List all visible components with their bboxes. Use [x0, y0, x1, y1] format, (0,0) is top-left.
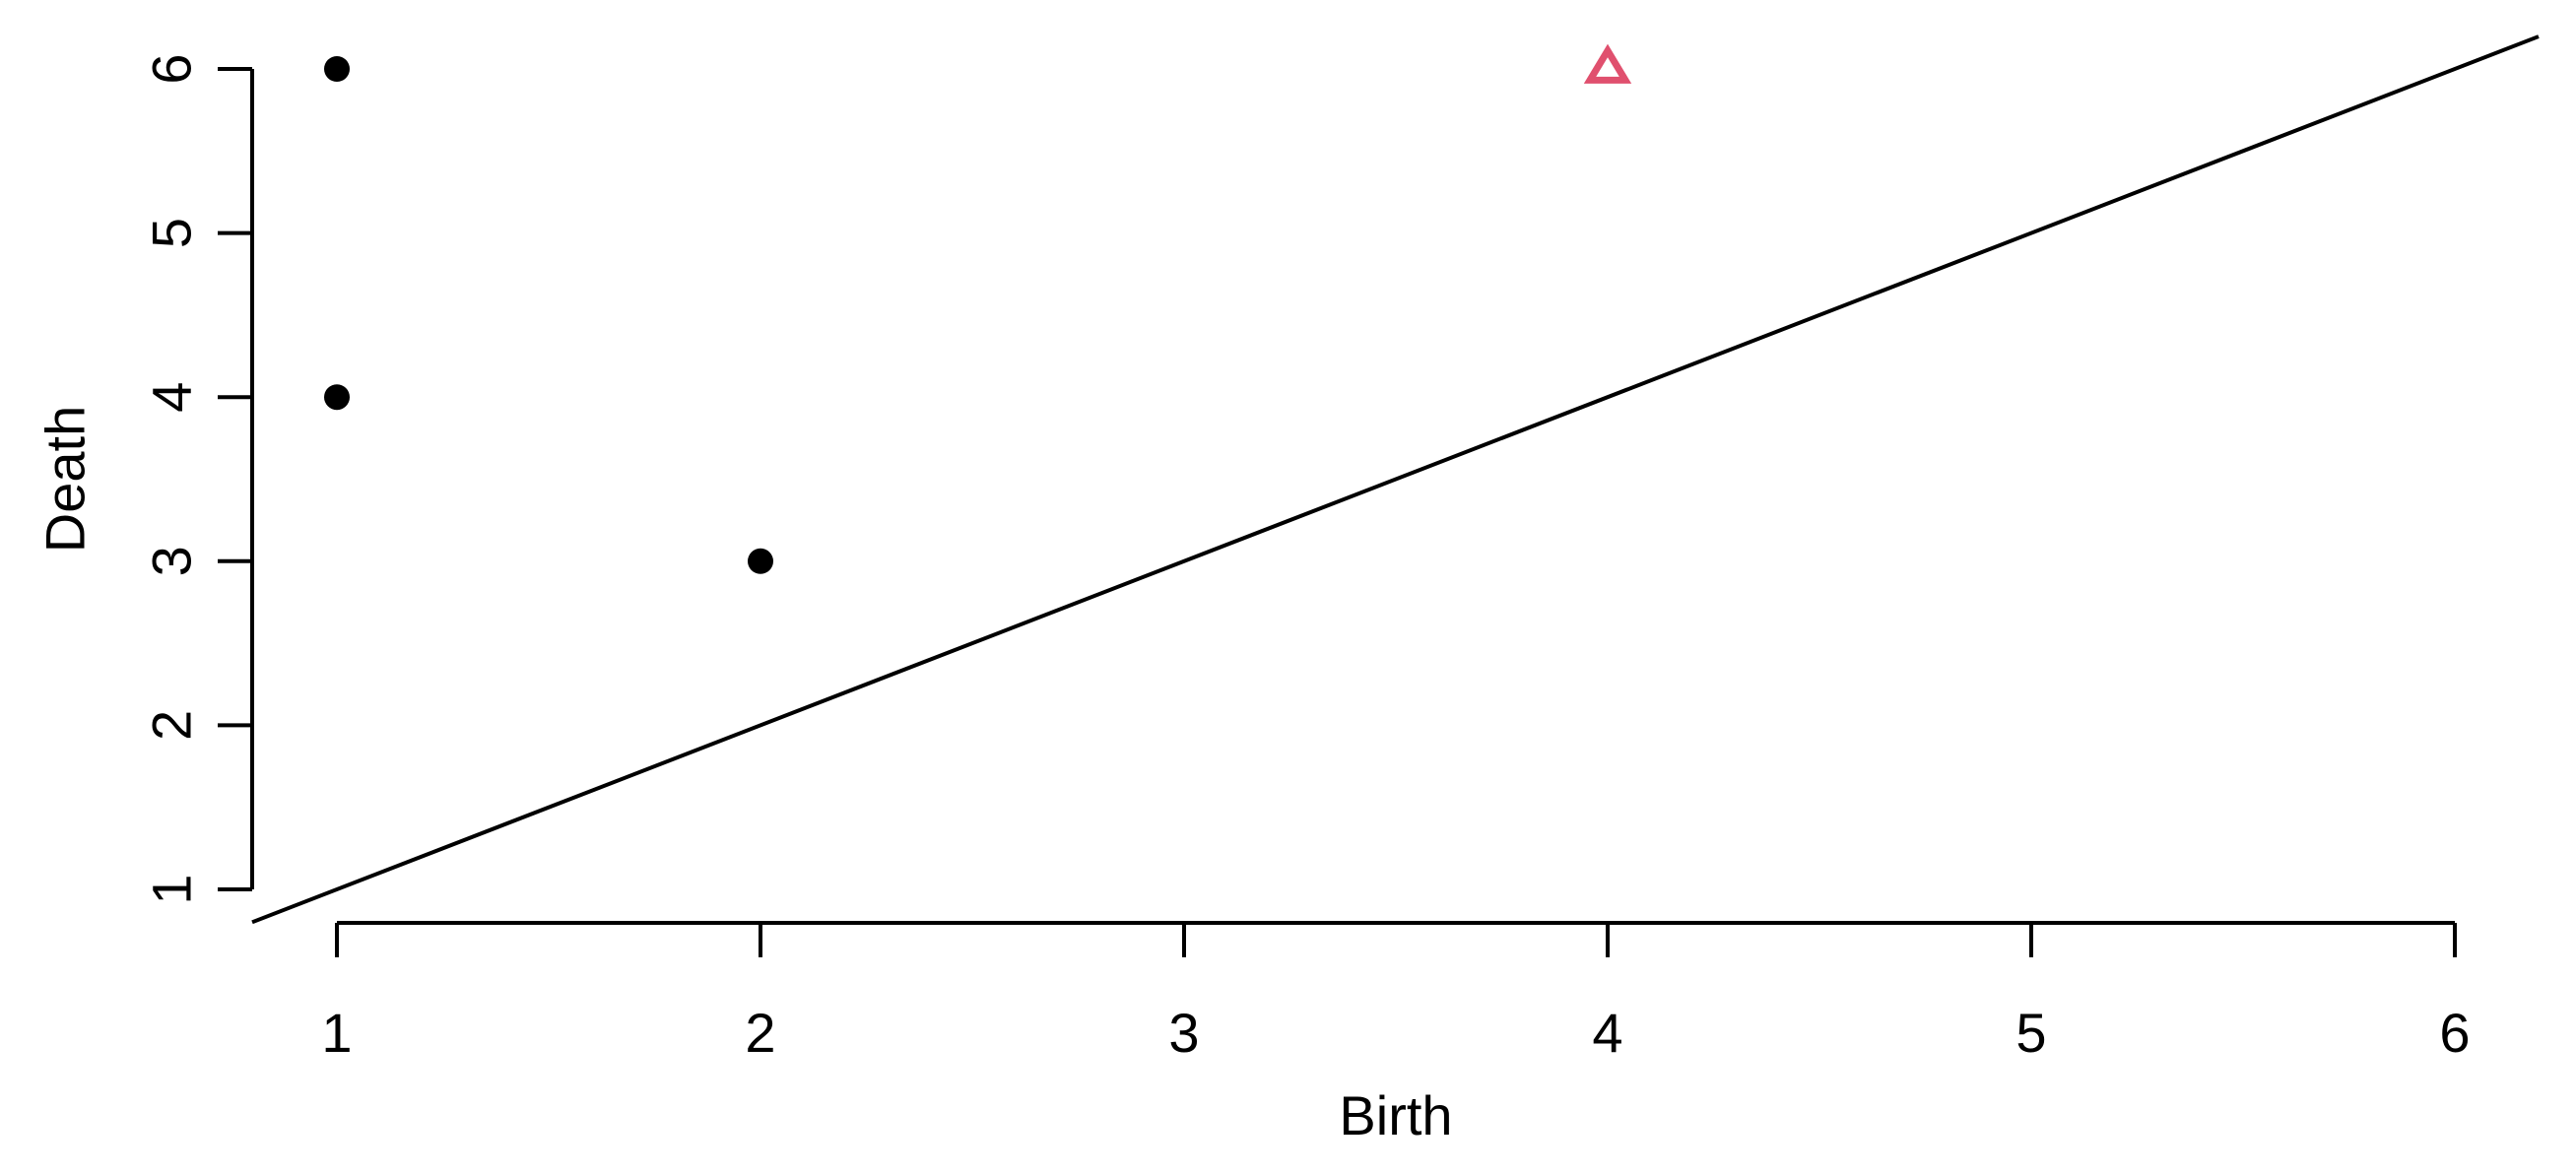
points-layer — [324, 43, 1632, 574]
y-tick-label: 6 — [141, 53, 203, 84]
x-tick-label: 1 — [321, 1002, 352, 1064]
x-tick-label: 3 — [1168, 1002, 1199, 1064]
y-tick-label: 1 — [141, 874, 203, 904]
axes-layer: 1 2 3 4 5 6 1 2 3 4 5 6 — [141, 53, 2471, 1064]
x-axis-title: Birth — [1339, 1084, 1452, 1146]
x-tick-label: 6 — [2439, 1002, 2470, 1064]
x-tick-label: 4 — [1592, 1002, 1622, 1064]
y-axis-title: Death — [34, 406, 97, 553]
x-tick-label: 2 — [745, 1002, 775, 1064]
y-tick-label: 3 — [141, 546, 203, 576]
data-point-circle — [748, 548, 773, 574]
y-tick-label: 4 — [141, 382, 203, 413]
diagonal-reference-line — [251, 34, 2540, 925]
diagonal-line-layer — [251, 34, 2540, 925]
y-tick-label: 2 — [141, 710, 203, 741]
data-point-triangle — [1583, 43, 1632, 84]
x-tick-label: 5 — [2015, 1002, 2046, 1064]
data-point-circle — [324, 384, 350, 411]
data-point-circle — [324, 56, 350, 82]
y-tick-label: 5 — [141, 218, 203, 248]
